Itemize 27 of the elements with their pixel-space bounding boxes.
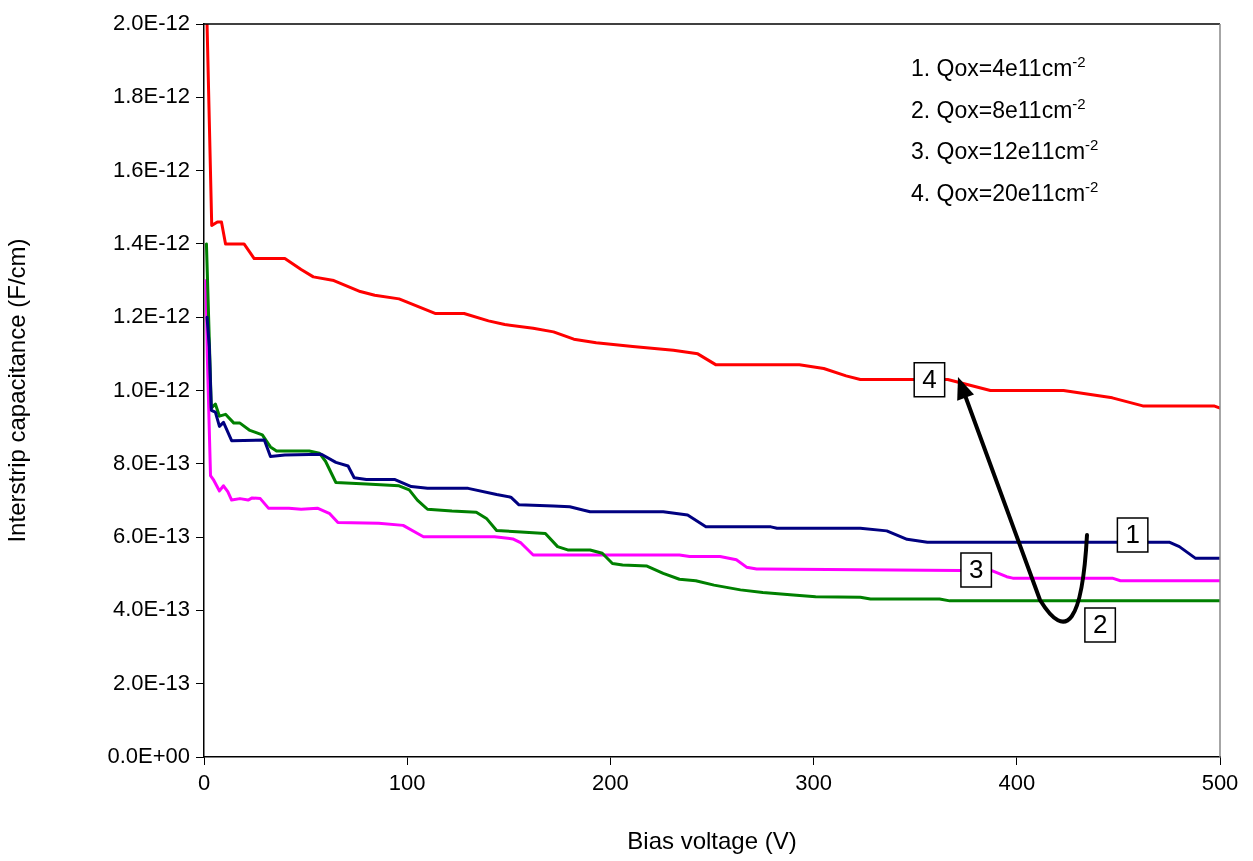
annotation: 3 (968, 554, 984, 585)
x-tick-label: 300 (795, 770, 832, 796)
annotation: 4. Qox=20e11cm$^{-2}$ (911, 176, 1099, 208)
annotation: 1 (1125, 519, 1140, 550)
x-tick-label: 200 (592, 770, 629, 796)
y-tick-label: 2.0E-13 (112, 669, 190, 695)
annotation: 2. Qox=8e11cm$^{-2}$ (911, 93, 1087, 125)
y-tick-label: 2.0E-12 (112, 10, 190, 36)
y-tick-label: 6.0E-13 (112, 523, 190, 549)
y-tick-label: 1.2E-12 (112, 303, 190, 329)
x-tick-label: 0 (197, 770, 211, 796)
y-axis-title: Interstrip capacitance (F/cm) (3, 238, 31, 543)
y-tick-label: 8.0E-13 (112, 449, 190, 475)
annotation: 4 (922, 364, 937, 395)
x-axis-title: Bias voltage (V) (627, 827, 797, 855)
x-tick-label: 500 (1201, 770, 1239, 796)
x-tick-label: 400 (998, 770, 1036, 796)
y-tick-label: 1.6E-12 (112, 156, 190, 182)
y-tick-label: 1.4E-12 (112, 229, 190, 255)
y-tick-label: 4.0E-13 (112, 596, 190, 622)
x-tick-label: 100 (388, 770, 426, 796)
annotation: 2 (1092, 609, 1108, 640)
annotation: 3. Qox=12e11cm$^{-2}$ (911, 135, 1099, 166)
y-tick-label: 1.0E-12 (112, 376, 190, 402)
y-tick-label: 0.0E+00 (107, 743, 190, 769)
annotation: 1. Qox=4e11cm$^{-2}$ (911, 52, 1087, 83)
y-tick-label: 1.8E-12 (112, 83, 190, 109)
